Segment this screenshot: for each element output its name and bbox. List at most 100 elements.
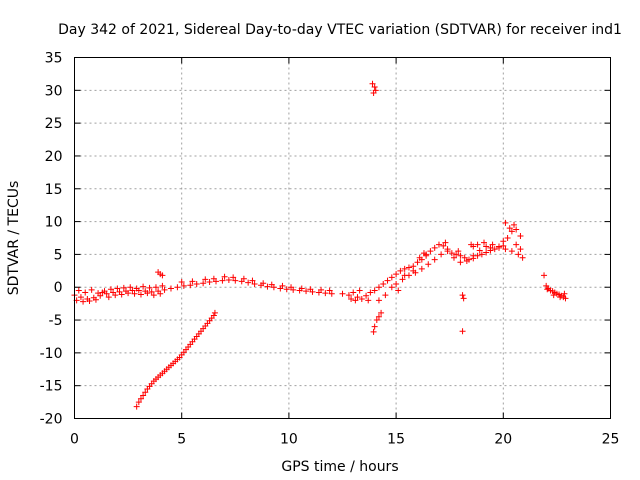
- data-point: [303, 288, 310, 295]
- data-point: [225, 277, 232, 284]
- data-point: [210, 312, 217, 319]
- data-point: [483, 243, 490, 250]
- data-point: [221, 273, 228, 280]
- data-point: [369, 80, 376, 87]
- data-point: [326, 287, 333, 294]
- data-point: [260, 280, 267, 287]
- data-point: [219, 277, 226, 284]
- data-point: [350, 289, 357, 296]
- data-point: [474, 241, 481, 248]
- data-point: [140, 392, 147, 399]
- data-point: [268, 281, 275, 288]
- data-point: [562, 295, 569, 302]
- data-point: [298, 285, 305, 292]
- data-point: [159, 272, 166, 279]
- data-point: [148, 288, 155, 295]
- data-point: [414, 259, 421, 266]
- y-tick-label: 20: [45, 149, 63, 165]
- data-point: [150, 292, 157, 299]
- data-point: [489, 241, 496, 248]
- chart-title: Day 342 of 2021, Sidereal Day-to-day VTE…: [58, 22, 622, 38]
- data-point: [502, 219, 509, 226]
- marks-layer: [71, 80, 569, 410]
- data-point: [322, 290, 329, 297]
- data-point: [463, 257, 470, 264]
- data-point: [500, 238, 507, 245]
- data-point: [202, 276, 209, 283]
- grid-layer: [74, 57, 611, 419]
- data-point: [75, 287, 82, 294]
- data-point: [187, 282, 194, 289]
- data-point: [378, 309, 385, 316]
- data-point: [450, 254, 457, 261]
- data-point: [356, 287, 363, 294]
- data-point: [470, 243, 477, 250]
- data-point: [375, 313, 382, 320]
- data-point: [352, 297, 359, 304]
- data-point: [444, 248, 451, 255]
- data-point: [388, 284, 395, 291]
- data-point: [371, 323, 378, 330]
- data-point: [457, 252, 464, 259]
- data-point: [230, 274, 237, 281]
- x-tick-label: 10: [280, 432, 298, 448]
- data-point: [453, 251, 460, 258]
- data-point: [384, 277, 391, 284]
- data-point: [365, 297, 372, 304]
- y-axis-label: SDTVAR / TECUs: [6, 181, 22, 296]
- data-point: [307, 286, 314, 293]
- data-point: [448, 250, 455, 257]
- x-axis-label: GPS time / hours: [281, 459, 398, 475]
- data-point: [401, 265, 408, 272]
- data-point: [232, 277, 239, 284]
- series-descending-branch: [133, 309, 218, 410]
- y-tick-label: 30: [45, 83, 63, 99]
- data-point: [118, 291, 125, 298]
- data-point: [380, 280, 387, 287]
- data-point: [455, 248, 462, 255]
- data-point: [420, 250, 427, 257]
- data-point: [425, 261, 432, 268]
- data-point: [283, 286, 290, 293]
- data-point: [418, 265, 425, 272]
- data-point: [371, 287, 378, 294]
- data-point: [206, 278, 213, 285]
- data-point: [137, 291, 144, 298]
- data-point: [354, 294, 361, 301]
- data-point: [92, 296, 99, 303]
- data-point: [105, 294, 112, 301]
- data-point: [491, 246, 498, 253]
- data-point: [189, 278, 196, 285]
- data-point: [95, 290, 102, 297]
- data-point: [459, 292, 466, 299]
- data-point: [80, 298, 87, 305]
- data-point: [517, 246, 524, 253]
- y-tick-label: -15: [40, 379, 63, 395]
- data-point: [142, 389, 149, 396]
- data-point: [508, 228, 515, 235]
- data-point: [210, 275, 217, 282]
- data-point: [399, 276, 406, 283]
- data-point: [401, 272, 408, 279]
- series-afternoon-band: [339, 219, 526, 304]
- data-point: [483, 249, 490, 256]
- data-point: [508, 248, 515, 255]
- data-point: [101, 288, 108, 295]
- data-point: [405, 264, 412, 271]
- data-point: [144, 290, 151, 297]
- data-point: [279, 282, 286, 289]
- plot-frame: [74, 57, 611, 419]
- data-point: [251, 280, 258, 287]
- data-point: [86, 298, 93, 305]
- x-tick-label: 20: [494, 432, 512, 448]
- data-point: [461, 254, 468, 261]
- data-point: [120, 284, 127, 291]
- x-tick-label: 5: [177, 432, 186, 448]
- data-point: [544, 286, 551, 293]
- data-point: [382, 292, 389, 299]
- data-point: [200, 280, 207, 287]
- data-point: [506, 225, 513, 232]
- data-point: [557, 294, 564, 301]
- data-point: [77, 294, 84, 301]
- data-point: [133, 403, 140, 410]
